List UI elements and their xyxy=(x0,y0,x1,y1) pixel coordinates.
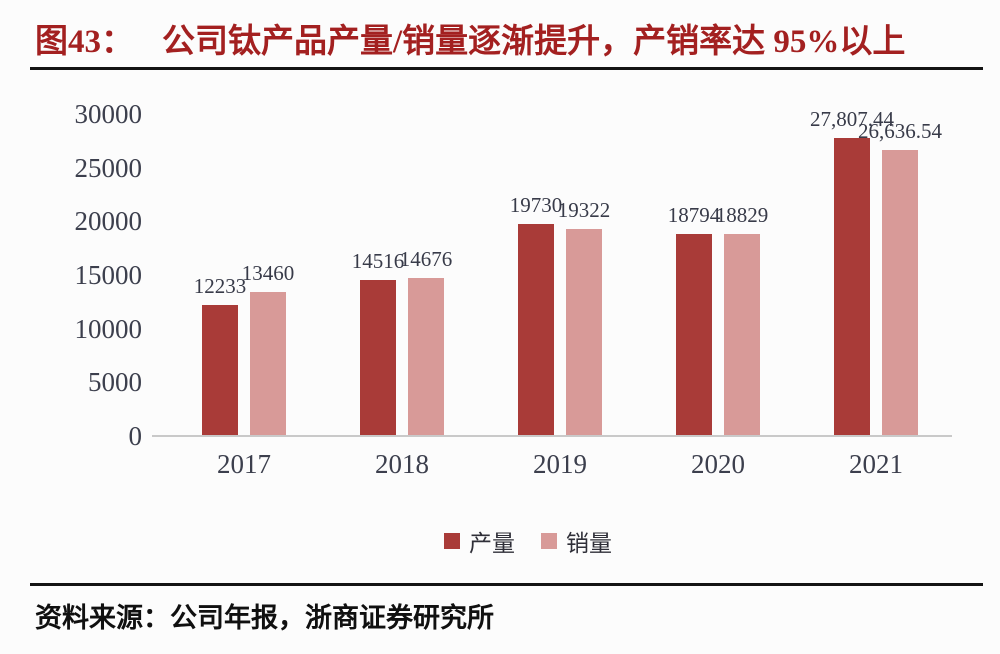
bar-group-2018: 14516 14676 xyxy=(323,114,481,436)
bar-value-label: 18794 xyxy=(667,203,721,228)
bar-series-0-2019: 19730 xyxy=(510,193,562,436)
source-text: 公司年报，浙商证券研究所 xyxy=(170,603,494,633)
source-divider xyxy=(30,583,983,586)
source-prefix: 资料来源： xyxy=(35,603,170,633)
bar-value-label: 18829 xyxy=(715,202,769,227)
bar-series-0-2017: 12233 xyxy=(194,274,246,436)
bar-series-0-2018: 14516 xyxy=(352,249,404,436)
bar-group-2017: 12233 13460 xyxy=(165,114,323,436)
y-tick-label: 20000 xyxy=(74,206,143,237)
bar-pair: 27,807.44 26,636.54 xyxy=(810,107,942,436)
bar-value-label: 19322 xyxy=(557,197,611,222)
chart-legend: 产量 销量 xyxy=(56,524,1000,558)
x-tick-label: 2019 xyxy=(533,449,587,479)
bar-group-2021: 27,807.44 26,636.54 xyxy=(797,107,955,436)
bar-series-1-2017: 13460 xyxy=(242,261,294,436)
legend-swatch-icon xyxy=(541,533,557,549)
y-tick-label: 25000 xyxy=(74,152,143,183)
bar-group-2019: 19730 19322 xyxy=(481,114,639,436)
y-tick-label: 15000 xyxy=(74,260,143,290)
bar-pair: 19730 19322 xyxy=(510,193,610,436)
bar-series-1-2021: 26,636.54 xyxy=(858,119,942,436)
bar-pair: 12233 13460 xyxy=(194,261,294,436)
bar-series-1-2020: 18829 xyxy=(716,203,768,436)
x-axis: 2017 2018 2019 2020 2021 xyxy=(165,449,955,480)
bar-value-label: 12233 xyxy=(193,273,247,298)
bar-series-0-2020: 18794 xyxy=(668,203,720,436)
y-tick-label: 0 xyxy=(128,421,143,451)
source-note: 资料来源：公司年报，浙商证券研究所 xyxy=(35,596,494,635)
bar-group-2020: 18794 18829 xyxy=(639,114,797,436)
bar-value-label: 26,636.54 xyxy=(858,119,942,144)
x-tick-label: 2020 xyxy=(691,449,745,479)
bar-value-label: 13460 xyxy=(241,260,295,285)
title-divider xyxy=(30,67,983,70)
bar-series-1-2019: 19322 xyxy=(558,198,610,436)
bar-value-label: 19730 xyxy=(509,193,563,218)
bar-pair: 14516 14676 xyxy=(352,247,452,436)
bar-value-label: 27,807.44 xyxy=(810,106,894,131)
x-axis-line xyxy=(152,435,952,437)
x-tick-label: 2018 xyxy=(375,449,429,479)
figure-title-row: 图43： 公司钛产品产量/销量逐渐提升，产销率达 95%以上 xyxy=(35,14,905,62)
bar-pair: 18794 18829 xyxy=(668,203,768,436)
plot-area: 12233 13460 14516 14676 19730 19322 18794 18829… xyxy=(165,107,955,436)
y-tick-label: 10000 xyxy=(74,313,143,344)
legend-item-0: 产量 xyxy=(444,524,515,558)
y-axis: 30000 25000 20000 15000 10000 5000 0 xyxy=(42,98,143,458)
figure-label: 图43： xyxy=(35,24,134,60)
y-tick-label: 5000 xyxy=(88,367,142,398)
legend-label: 销量 xyxy=(566,531,612,556)
legend-label: 产量 xyxy=(469,531,515,556)
figure-title-text: 公司钛产品产量/销量逐渐提升，产销率达 95%以上 xyxy=(162,24,906,60)
y-tick-label: 30000 xyxy=(74,99,143,129)
bar-value-label: 14516 xyxy=(351,249,405,274)
bar-series-0-2021: 27,807.44 xyxy=(810,107,894,436)
x-tick-label: 2021 xyxy=(849,449,903,479)
legend-item-1: 销量 xyxy=(541,524,612,558)
x-tick-label: 2017 xyxy=(217,449,271,479)
legend-swatch-icon xyxy=(444,533,460,549)
bar-series-1-2018: 14676 xyxy=(400,247,452,436)
bar-value-label: 14676 xyxy=(399,247,453,272)
